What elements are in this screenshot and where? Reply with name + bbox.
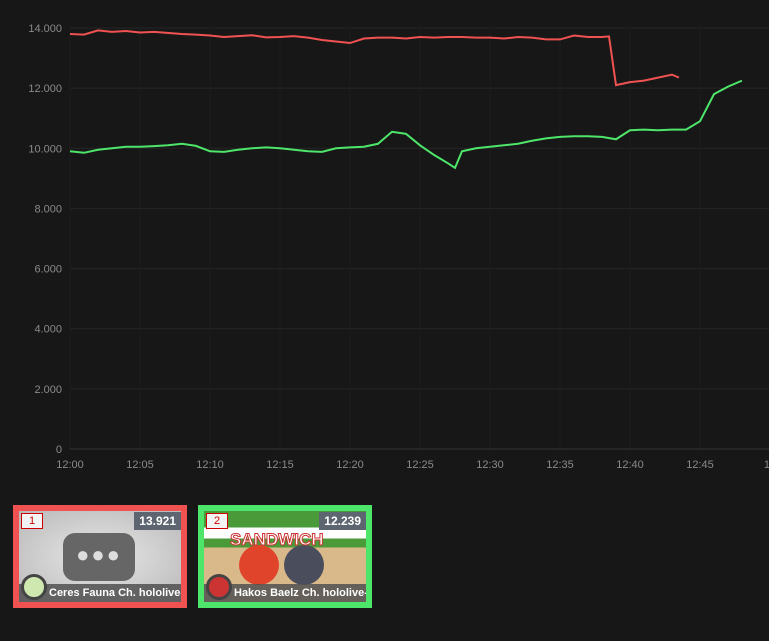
x-tick-label: 12:05	[126, 459, 154, 471]
placeholder-icon: ●●●	[63, 533, 135, 581]
y-tick-label: 8.000	[34, 203, 62, 215]
y-tick-label: 14.000	[28, 23, 62, 35]
y-tick-label: 6.000	[34, 264, 62, 276]
y-tick-label: 4.000	[34, 324, 62, 336]
y-tick-label: 12.000	[28, 83, 62, 95]
x-tick-label: 12:25	[406, 459, 434, 471]
avatar	[206, 574, 232, 600]
series-line-1	[69, 29, 680, 87]
x-tick-label: 12:15	[266, 459, 294, 471]
y-tick-label: 10.000	[28, 143, 62, 155]
avatar	[21, 574, 47, 600]
rank-badge: 1	[21, 513, 43, 529]
y-tick-label: 0	[56, 444, 62, 456]
x-tick-label: 12:45	[686, 459, 714, 471]
channel-card-1[interactable]: ●●● 1 13.921 Ceres Fauna Ch. hololive-	[13, 505, 187, 608]
x-tick-label: 12:30	[476, 459, 504, 471]
series-line-2	[69, 79, 743, 170]
line-chart: 0 2.000 4.000 6.000 8.000 10.000 12.000 14.000 1…	[28, 23, 769, 471]
x-tick-label: 12:35	[546, 459, 574, 471]
rank-badge: 2	[206, 513, 228, 529]
y-tick-label: 2.000	[34, 384, 62, 396]
channel-name: Ceres Fauna Ch. hololive-	[19, 584, 181, 602]
viewer-count: 12.239	[319, 512, 366, 530]
x-tick-label: 12	[764, 459, 769, 471]
viewer-count: 13.921	[134, 512, 181, 530]
channel-name: Hakos Baelz Ch. hololive-	[204, 584, 366, 602]
x-tick-label: 12:00	[56, 459, 84, 471]
x-tick-label: 12:40	[616, 459, 644, 471]
x-tick-label: 12:10	[196, 459, 224, 471]
banner-text: SANDWICH	[230, 530, 324, 550]
x-tick-label: 12:20	[336, 459, 364, 471]
channel-card-2[interactable]: SANDWICH 2 12.239 Hakos Baelz Ch. hololi…	[198, 505, 372, 608]
